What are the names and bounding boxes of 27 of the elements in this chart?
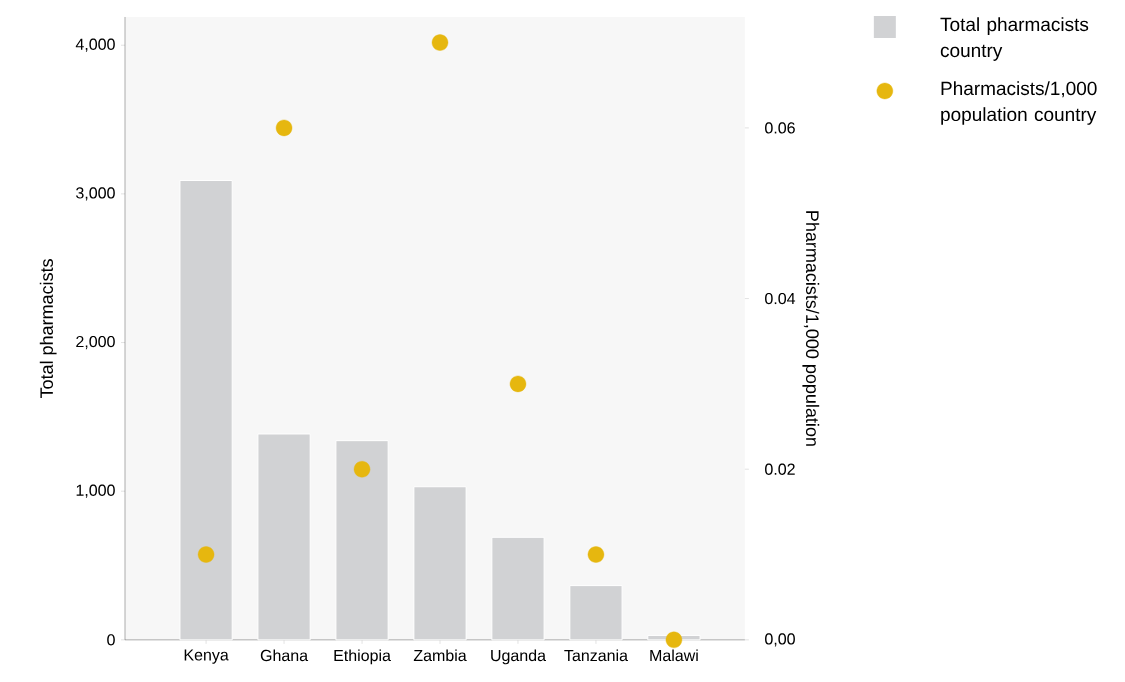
y-tick-label: 4,000 bbox=[75, 38, 115, 52]
point bbox=[587, 546, 605, 563]
y-tick-label: 2,000 bbox=[76, 336, 115, 350]
point bbox=[431, 34, 449, 51]
y-tick-label: 3,000 bbox=[76, 187, 115, 201]
y-axis-title: Total pharmacists bbox=[39, 259, 57, 399]
y2-tick-label: 0.06 bbox=[765, 122, 795, 134]
x-tick-label: Zambia bbox=[413, 649, 467, 662]
x-tick-label: Ghana bbox=[260, 649, 309, 662]
y2-axis-title: Pharmacists/1,000 population bbox=[802, 211, 820, 446]
point bbox=[275, 119, 293, 137]
y2-tick-label: 0,00 bbox=[765, 633, 795, 647]
point bbox=[665, 631, 683, 649]
y-tick-label: 0 bbox=[107, 634, 115, 646]
x-tick-label: Uganda bbox=[491, 649, 546, 665]
x-tick-label: Malawi bbox=[650, 649, 698, 662]
y-tick-label: 1,000 bbox=[76, 484, 115, 498]
point bbox=[509, 375, 527, 393]
point bbox=[197, 546, 215, 563]
point bbox=[353, 461, 371, 478]
text: Pharmacists/1,000 population country bbox=[941, 81, 1097, 125]
x-tick-label: Kenya bbox=[184, 649, 229, 664]
x-tick-label: Ethiopia bbox=[334, 649, 391, 665]
y2-tick-label: 0.04 bbox=[765, 292, 796, 305]
legend-label: Total pharmacists country bbox=[940, 17, 1089, 61]
y2-tick-label: 0.02 bbox=[765, 463, 795, 475]
x-tick-label: Tanzania bbox=[564, 649, 628, 662]
